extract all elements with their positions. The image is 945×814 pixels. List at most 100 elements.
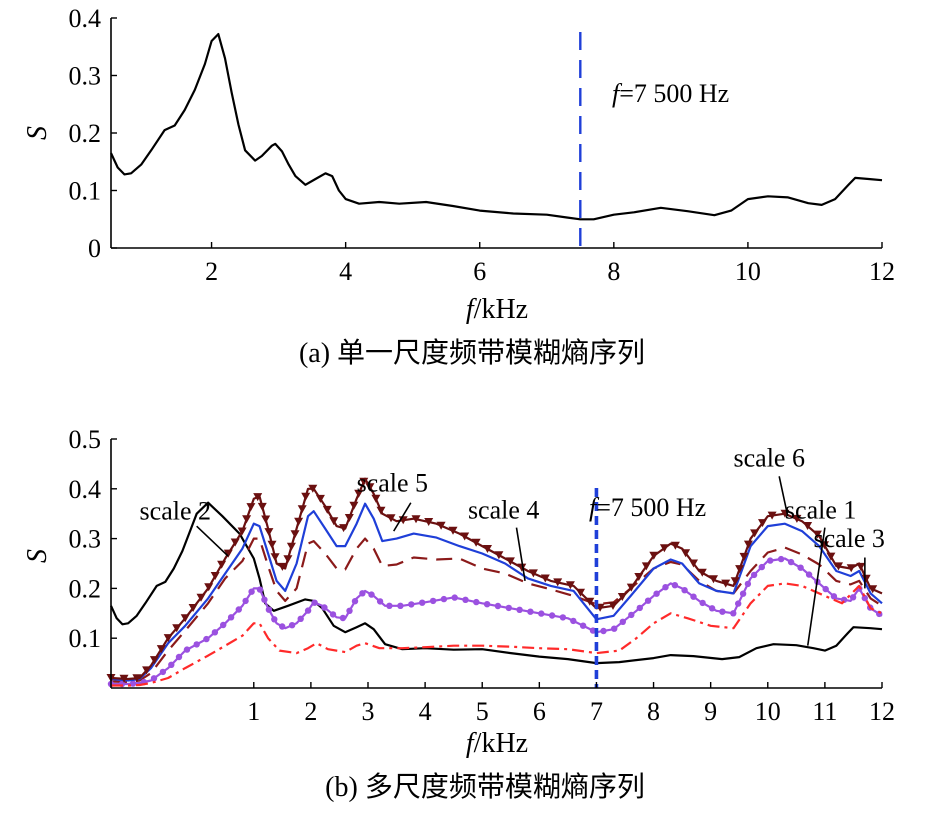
chart-b-series-6-marker (142, 666, 152, 675)
chart-b-series-6-marker (286, 542, 296, 551)
chart-b-series-6-marker (730, 577, 740, 586)
chart-b-series-6-marker (641, 562, 651, 571)
chart-b-series-3-marker (611, 625, 618, 632)
chart-b-series-3-marker (750, 571, 758, 579)
chart-a-y-tick-label: 0.4 (69, 4, 102, 33)
chart-b-series-6-marker (626, 583, 636, 592)
chart-b-series-3-marker (339, 614, 347, 622)
chart-a-x-tick-label: 6 (473, 257, 486, 286)
chart-b-series-6-marker (290, 530, 300, 539)
chart-b-series-label: scale 5 (357, 468, 428, 497)
chart-b-series-line-5 (111, 582, 883, 687)
chart-panel-a: 2 4 6 8 10 12 00.10.20.30.4 f=7 500 Hz S f/kH… (22, 4, 895, 369)
chart-a-annotation-symbol: f (612, 79, 623, 108)
chart-b-series-6-marker (846, 564, 856, 573)
chart-b-series-3-marker (822, 585, 829, 593)
chart-b-series-6-marker (196, 593, 206, 602)
chart-b-series-3-marker (150, 675, 158, 682)
chart-b-series-3-marker (861, 594, 868, 602)
chart-b-x-tick-label: 10 (755, 697, 781, 726)
chart-b-series-3-marker (129, 680, 137, 687)
chart-b-series-6-marker (483, 545, 492, 553)
chart-b-series-3-marker (311, 599, 318, 606)
chart-b-series-6-marker (223, 549, 233, 558)
chart-b-axes (110, 438, 883, 689)
chart-b-series-6-marker (188, 604, 198, 612)
chart-b-series-6-marker (826, 552, 836, 561)
chart-b-series-3-marker (288, 622, 296, 629)
chart-b-series-3-marker (183, 646, 191, 653)
chart-a-caption: (a) 单一尺度频带模糊熵序列 (299, 337, 645, 369)
chart-b-series-3-marker (329, 611, 337, 618)
chart-b-series-6-marker (386, 514, 396, 523)
chart-b-series-3-marker (653, 590, 660, 597)
chart-b-series-6-marker (689, 559, 698, 568)
chart-a-axes (110, 17, 883, 249)
chart-b-series-3-marker (777, 555, 785, 563)
chart-a-y-tick-label: 0 (88, 234, 101, 263)
chart-b-series-6-marker (180, 614, 190, 623)
chart-b-series-3-marker (483, 601, 491, 608)
chart-b-series-6-marker (585, 597, 595, 606)
chart-b-series-6-marker (119, 674, 129, 683)
chart-b-y-axis-label: S (22, 549, 53, 563)
chart-b-series-3-marker (397, 602, 404, 609)
chart-b-annotation-value: =7 500 Hz (596, 493, 706, 522)
chart-b-x-tick-label: 9 (704, 697, 717, 726)
chart-b-series-6-marker (344, 514, 354, 522)
chart-b-series-6-marker (681, 549, 691, 558)
chart-a-x-tick-label: 2 (205, 257, 218, 286)
chart-b-series-6-marker (576, 588, 585, 597)
chart-b-series-3-marker (735, 600, 742, 607)
chart-b-x-tick-label: 8 (647, 697, 660, 726)
chart-b-series-3-marker (628, 611, 635, 619)
chart-b-series-3-marker (739, 590, 747, 597)
chart-b-series-3-marker (600, 627, 607, 635)
chart-b-series-6-marker (365, 483, 375, 492)
chart-b-series-line-2 (110, 537, 883, 684)
chart-b-series-6-marker (856, 562, 866, 571)
chart-a-annotation-value: =7 500 Hz (619, 79, 729, 108)
chart-b-series-3-marker (527, 608, 534, 615)
chart-b-series-6-marker (767, 511, 777, 520)
chart-b-series-3-marker (681, 587, 688, 594)
chart-b-label-leader (806, 527, 826, 646)
chart-b-series-6-marker (149, 656, 159, 665)
chart-b-series-6-marker (237, 527, 247, 536)
chart-a-x-tick-label: 10 (735, 257, 761, 286)
chart-b-y-tick-label: 0.4 (69, 475, 102, 504)
chart-b-series-3-marker (505, 604, 512, 612)
chart-b-label-leader (515, 527, 526, 582)
chart-b-series-3-marker (159, 668, 167, 676)
chart-b-series-6-marker (834, 562, 843, 571)
chart-b-series-3-marker (787, 558, 795, 566)
chart-b-series-layer (106, 477, 883, 688)
chart-b-series-3-marker (235, 606, 242, 613)
chart-b-y-tick-label: 0.5 (69, 425, 102, 454)
chart-a-y-tick-labels: 0 0.1 0.2 0.3 0.4 (69, 4, 102, 263)
chart-a-x-tick-label: 12 (869, 257, 895, 286)
chart-b-series-6-marker (359, 477, 369, 486)
chart-b-series-6-marker (424, 518, 434, 526)
chart-b-series-line-6 (110, 477, 883, 681)
chart-b-series-3-marker (805, 571, 813, 578)
chart-b-annotation: f=7 500 Hz (589, 493, 706, 522)
chart-b-series-6-marker (354, 489, 364, 498)
chart-a-y-axis-label: S (22, 126, 53, 140)
chart-b-series-3-marker (408, 601, 415, 608)
chart-b-y-tick-label: 0.2 (69, 574, 102, 603)
chart-b-series-6-marker (750, 529, 760, 538)
chart-b-x-tick-label: 6 (533, 697, 546, 726)
chart-a-y-tick-label: 0.3 (69, 62, 102, 91)
chart-b-series-3-marker (548, 612, 556, 619)
chart-b-x-tick-label: 7 (590, 697, 603, 726)
chart-b-series-6-marker (277, 562, 287, 571)
chart-b-series-label: scale 1 (785, 496, 856, 525)
chart-b-series-3-marker (671, 582, 679, 589)
chart-b-series-3-marker (440, 595, 448, 603)
chart-b-series-3-marker (462, 596, 469, 603)
chart-b-series-3-marker (849, 594, 857, 601)
chart-b-series-3-marker (321, 604, 328, 611)
chart-b-series-6-marker (460, 532, 470, 541)
chart-b-series-6-marker (294, 517, 304, 526)
